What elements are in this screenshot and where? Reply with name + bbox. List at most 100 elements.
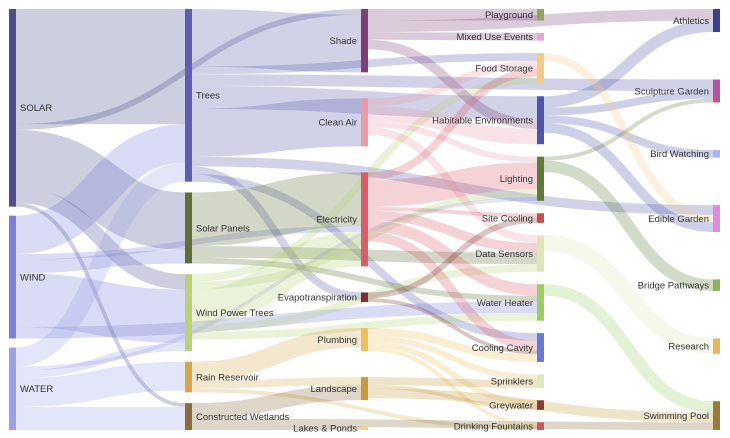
link-wind_power_trees-to-water_heater[interactable] (191, 313, 538, 340)
node-landscape[interactable] (361, 377, 368, 401)
link-rain_reservoir-to-plumbing[interactable] (191, 328, 362, 381)
node-evapotranspiration[interactable] (361, 292, 368, 303)
link-water-to-wind_power_trees[interactable] (15, 343, 186, 379)
link-rain_reservoir-to-drinking_fountains[interactable] (191, 388, 538, 431)
node-lakes_ponds[interactable] (361, 426, 368, 430)
node-research[interactable] (713, 338, 720, 354)
node-habitable_environments[interactable] (537, 96, 544, 145)
node-plumbing[interactable] (361, 328, 368, 352)
link-wind-to-water_heater[interactable] (15, 301, 538, 339)
node-label-sculpture_garden: Sculpture Garden (635, 86, 709, 97)
link-water-to-trees[interactable] (15, 162, 186, 367)
node-swimming_pool[interactable] (713, 401, 720, 430)
link-clean_air-to-food_storage[interactable] (367, 60, 538, 107)
node-trees[interactable] (185, 9, 192, 182)
node-bird_watching[interactable] (713, 149, 720, 158)
node-label-drinking_fountains: Drinking Fountains (454, 421, 533, 432)
link-wind-to-trees[interactable] (14, 124, 187, 255)
node-electricity[interactable] (361, 172, 368, 267)
link-electricity-to-site_cooling[interactable] (367, 206, 538, 218)
link-data_sensors-to-research[interactable] (543, 235, 714, 354)
node-sprinklers[interactable] (537, 374, 544, 388)
node-label-swimming_pool: Swimming Pool (644, 411, 709, 422)
node-clean_air[interactable] (361, 98, 368, 147)
link-solar_panels-to-water_heater[interactable] (191, 257, 538, 302)
link-food_storage-to-edible_garden[interactable] (543, 53, 714, 223)
link-electricity-to-cooling_cavity[interactable] (367, 231, 538, 351)
link-plumbing-to-drinking_fountains[interactable] (367, 347, 538, 427)
link-lighting-to-bridge_pathways[interactable] (543, 160, 714, 291)
node-sculpture_garden[interactable] (713, 79, 720, 103)
link-rain_reservoir-to-landscape[interactable] (191, 377, 362, 389)
node-drinking_fountains[interactable] (537, 422, 544, 430)
link-habitable_environments-to-edible_garden[interactable] (543, 123, 714, 232)
link-solar-to-wind_power_trees[interactable] (15, 187, 186, 290)
link-shade-to-habitable_environments[interactable] (367, 39, 538, 129)
node-label-plumbing: Plumbing (317, 335, 357, 346)
link-wind_power_trees-to-electricity[interactable] (191, 231, 362, 325)
node-bridge_pathways[interactable] (713, 279, 720, 291)
node-edible_garden[interactable] (713, 205, 720, 232)
node-label-sprinklers: Sprinklers (491, 376, 533, 387)
link-habitable_environments-to-sculpture_garden[interactable] (543, 91, 714, 116)
link-wind-to-solar_panels[interactable] (15, 250, 186, 274)
node-playground[interactable] (537, 9, 544, 21)
link-solar-to-constructed_wetlands[interactable] (15, 202, 186, 407)
node-site_cooling[interactable] (537, 213, 544, 223)
node-wind_power_trees[interactable] (185, 274, 192, 351)
node-water[interactable] (9, 347, 16, 430)
node-data_sensors[interactable] (537, 235, 544, 272)
node-water_heater[interactable] (537, 284, 544, 321)
link-landscape-to-sprinklers[interactable] (367, 377, 538, 388)
node-wind[interactable] (9, 215, 16, 339)
node-food_storage[interactable] (537, 53, 544, 84)
link-evapotranspiration-to-cooling_cavity[interactable] (367, 298, 538, 355)
link-plumbing-to-greywater[interactable] (367, 341, 538, 407)
node-solar[interactable] (9, 9, 16, 207)
node-solar_panels[interactable] (185, 192, 192, 264)
node-shade[interactable] (361, 9, 368, 73)
link-electricity-to-lighting[interactable] (367, 162, 538, 207)
node-cooling_cavity[interactable] (537, 333, 544, 362)
link-habitable_environments-to-athletics[interactable] (543, 20, 714, 108)
link-solar_panels-to-electricity[interactable] (191, 172, 362, 247)
link-wind-to-wind_power_trees[interactable] (15, 273, 186, 344)
link-constructed_wetlands-to-swimming_pool[interactable] (191, 418, 714, 431)
link-electricity-to-data_sensors[interactable] (367, 210, 538, 253)
link-plumbing-to-cooling_cavity[interactable] (367, 328, 538, 362)
node-rain_reservoir[interactable] (185, 361, 192, 393)
node-label-constructed_wetlands: Constructed Wetlands (196, 412, 290, 423)
link-water_heater-to-swimming_pool[interactable] (543, 284, 714, 413)
link-clean_air-to-lighting[interactable] (367, 121, 538, 163)
link-plumbing-to-sprinklers[interactable] (367, 335, 538, 381)
link-clean_air-to-data_sensors[interactable] (367, 127, 538, 243)
link-electricity-to-food_storage[interactable] (367, 68, 538, 181)
node-label-rain_reservoir: Rain Reservoir (196, 372, 259, 383)
link-water-to-lighting[interactable] (15, 196, 538, 371)
node-athletics[interactable] (713, 9, 720, 33)
link-constructed_wetlands-to-landscape[interactable] (191, 384, 362, 419)
link-water-to-rain_reservoir[interactable] (15, 361, 186, 407)
node-mixed_use_events[interactable] (537, 32, 544, 41)
link-evapotranspiration-to-site_cooling[interactable] (367, 217, 538, 299)
link-lighting-to-sculpture_garden[interactable] (543, 98, 714, 161)
link-trees-to-shade[interactable] (191, 9, 362, 73)
link-electricity-to-water_heater[interactable] (367, 220, 538, 296)
node-label-solar_panels: Solar Panels (196, 223, 250, 234)
link-habitable_environments-to-bird_watching[interactable] (543, 115, 714, 158)
link-trees-to-clean_air[interactable] (191, 98, 362, 157)
node-constructed_wetlands[interactable] (185, 403, 192, 430)
node-label-landscape: Landscape (311, 384, 357, 395)
link-clean_air-to-habitable_environments[interactable] (367, 106, 538, 145)
link-trees-to-evapotranspiration[interactable] (191, 166, 362, 301)
link-shade-to-mixed_use_events[interactable] (367, 32, 538, 41)
node-lighting[interactable] (537, 156, 544, 201)
node-label-electricity: Electricity (316, 215, 357, 226)
link-trees-to-edible_garden[interactable] (191, 156, 714, 215)
link-trees-to-sculpture_garden[interactable] (191, 74, 714, 92)
node-greywater[interactable] (537, 400, 544, 410)
node-label-playground: Playground (485, 10, 533, 21)
link-solar-to-solar_panels[interactable] (14, 129, 187, 251)
link-landscape-to-greywater[interactable] (367, 384, 538, 410)
